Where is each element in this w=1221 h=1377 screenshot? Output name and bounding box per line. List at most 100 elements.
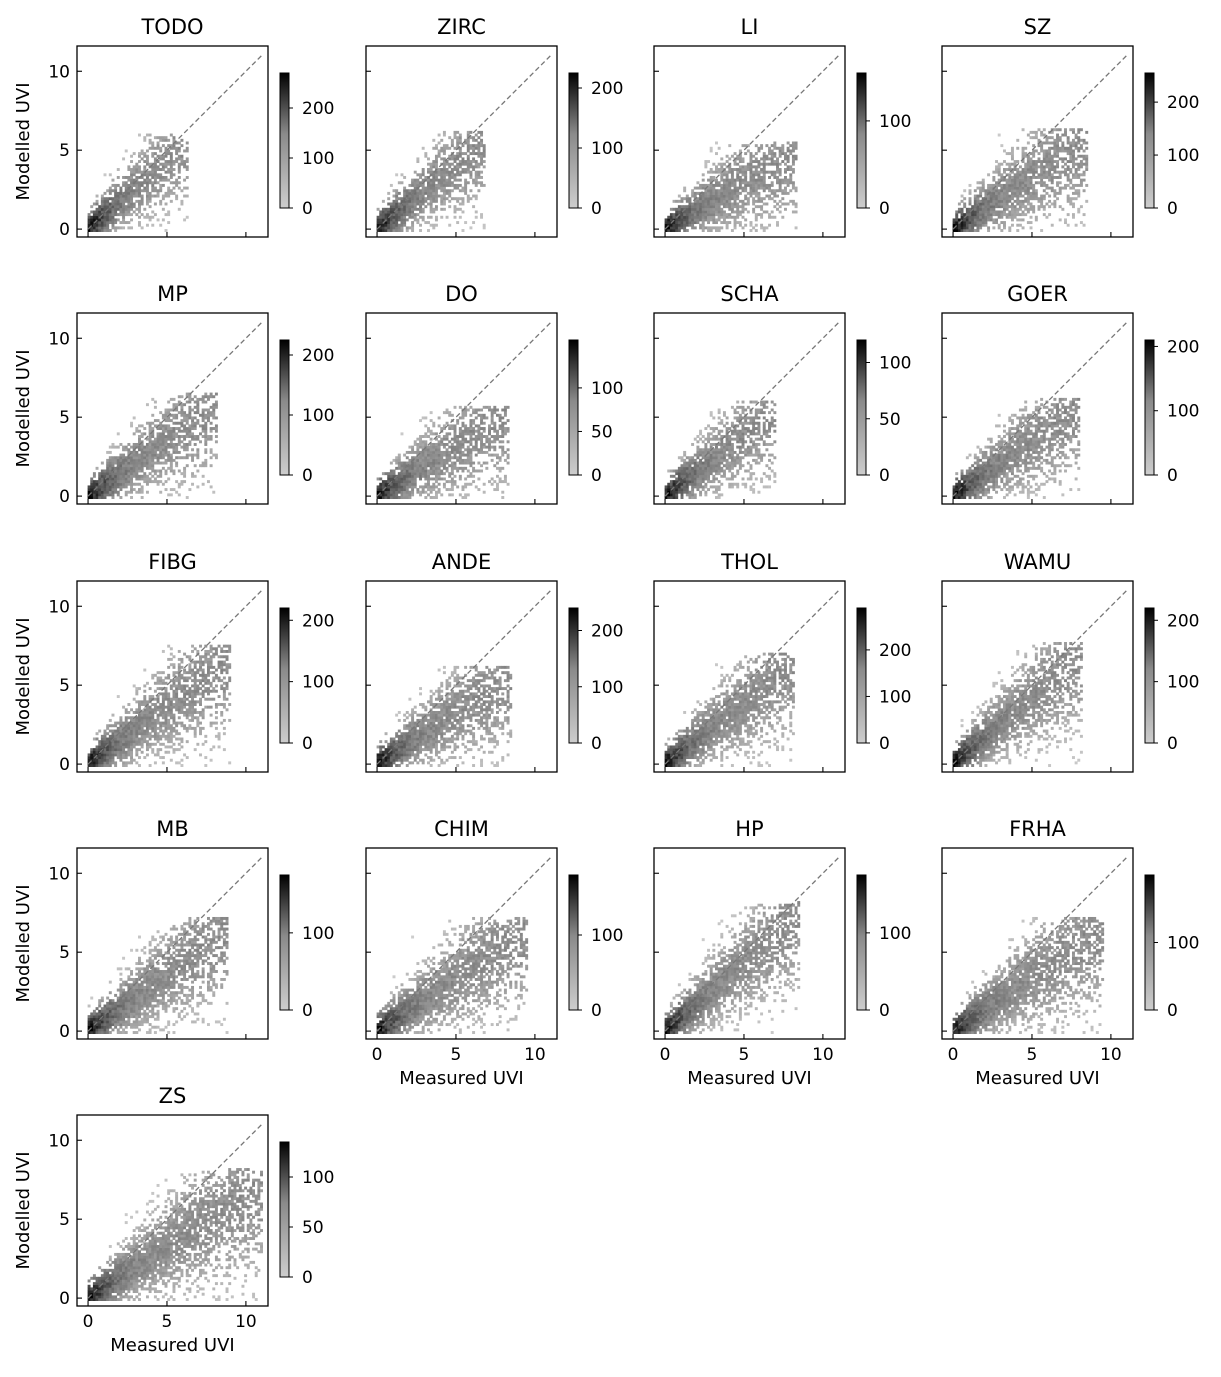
- histogram-cell: [156, 461, 160, 465]
- histogram-cell: [699, 210, 703, 214]
- histogram-cell: [427, 189, 430, 193]
- histogram-cell: [472, 411, 476, 415]
- histogram-cell: [730, 421, 734, 425]
- histogram-cell: [424, 424, 428, 428]
- histogram-cell: [722, 186, 726, 190]
- histogram-cell: [453, 165, 457, 169]
- histogram-cells: [376, 130, 486, 232]
- histogram-cell: [1040, 144, 1044, 148]
- histogram-cell: [1016, 138, 1020, 142]
- histogram-cell: [1040, 168, 1044, 171]
- histogram-cell: [984, 215, 988, 219]
- histogram-cell: [730, 191, 734, 195]
- histogram-cell: [1040, 181, 1044, 185]
- histogram-cell: [746, 202, 750, 206]
- histogram-cell: [997, 162, 1001, 166]
- histogram-cell: [103, 205, 107, 209]
- histogram-cell: [752, 189, 756, 193]
- histogram-cell: [453, 450, 457, 454]
- histogram-cell: [1048, 157, 1052, 161]
- histogram-cell: [667, 482, 671, 486]
- histogram-cell: [989, 189, 993, 193]
- histogram-cell: [720, 458, 724, 462]
- histogram-cell: [482, 405, 486, 409]
- histogram-cell: [419, 210, 423, 214]
- histogram-cell: [116, 458, 120, 462]
- histogram-cell: [733, 199, 737, 203]
- histogram-cell: [392, 218, 396, 222]
- histogram-cell: [180, 157, 184, 161]
- histogram-cell: [683, 197, 687, 201]
- histogram-cell: [773, 189, 777, 193]
- histogram-cell: [1045, 138, 1049, 142]
- histogram-cell: [392, 194, 396, 198]
- histogram-cell: [177, 456, 181, 460]
- histogram-cell: [997, 223, 1001, 227]
- histogram-cell: [421, 442, 425, 446]
- histogram-cell: [707, 189, 711, 193]
- histogram-cell: [397, 490, 401, 494]
- histogram-cell: [1013, 178, 1017, 182]
- histogram-cell: [495, 437, 499, 441]
- histogram-cell: [691, 493, 695, 497]
- colorbar-tick-label: 0: [591, 466, 602, 486]
- histogram-cell: [188, 488, 192, 492]
- histogram-cell: [733, 218, 737, 222]
- histogram-cell: [960, 213, 964, 217]
- histogram-cell: [132, 445, 136, 449]
- histogram-cell: [153, 480, 157, 484]
- histogram-cell: [169, 144, 173, 148]
- histogram-cell: [114, 477, 118, 481]
- histogram-cell: [212, 405, 216, 409]
- histogram-cell: [957, 229, 961, 232]
- histogram-cell: [757, 194, 761, 198]
- histogram-cell: [707, 178, 711, 182]
- histogram-cell: [421, 194, 425, 198]
- histogram-cell: [1053, 154, 1057, 158]
- histogram-cell: [456, 138, 460, 142]
- histogram-cell: [717, 488, 721, 492]
- histogram-cell: [140, 183, 144, 187]
- histogram-cell: [477, 424, 481, 428]
- histogram-cell: [1048, 170, 1052, 174]
- histogram-cell: [794, 157, 798, 161]
- histogram-cell: [442, 453, 446, 457]
- histogram-cell: [466, 432, 470, 436]
- histogram-cell: [153, 448, 157, 452]
- histogram-cell: [704, 482, 708, 486]
- histogram-cell: [712, 191, 716, 195]
- histogram-cell: [1050, 181, 1054, 185]
- histogram-cell: [392, 482, 396, 486]
- histogram-cell: [1032, 186, 1036, 190]
- histogram-cell: [762, 186, 766, 190]
- histogram-cell: [132, 168, 136, 171]
- histogram-cell: [456, 221, 460, 225]
- histogram-cell: [725, 445, 729, 449]
- histogram-cell: [132, 488, 136, 492]
- histogram-cell: [704, 183, 708, 187]
- histogram-cell: [976, 221, 980, 225]
- histogram-cell: [675, 493, 679, 497]
- histogram-cell: [108, 458, 112, 462]
- histogram-cell: [995, 160, 999, 164]
- histogram-cell: [116, 202, 120, 206]
- histogram-cell: [704, 464, 708, 468]
- histogram-cell: [1085, 199, 1089, 203]
- histogram-cell: [979, 189, 983, 193]
- histogram-cell: [138, 199, 141, 203]
- histogram-cell: [960, 207, 964, 211]
- histogram-cell: [701, 488, 705, 492]
- histogram-cell: [111, 488, 115, 492]
- histogram-cell: [730, 474, 734, 478]
- histogram-cell: [1024, 197, 1028, 201]
- histogram-cell: [191, 421, 195, 425]
- histogram-cell: [786, 181, 790, 185]
- histogram-cell: [701, 229, 705, 232]
- histogram-cell: [992, 191, 996, 195]
- histogram-cell: [124, 194, 128, 198]
- histogram-cell: [733, 221, 737, 225]
- histogram-cell: [1042, 170, 1046, 174]
- histogram-cell: [683, 221, 687, 225]
- histogram-cell: [151, 146, 155, 150]
- histogram-cell: [419, 419, 423, 423]
